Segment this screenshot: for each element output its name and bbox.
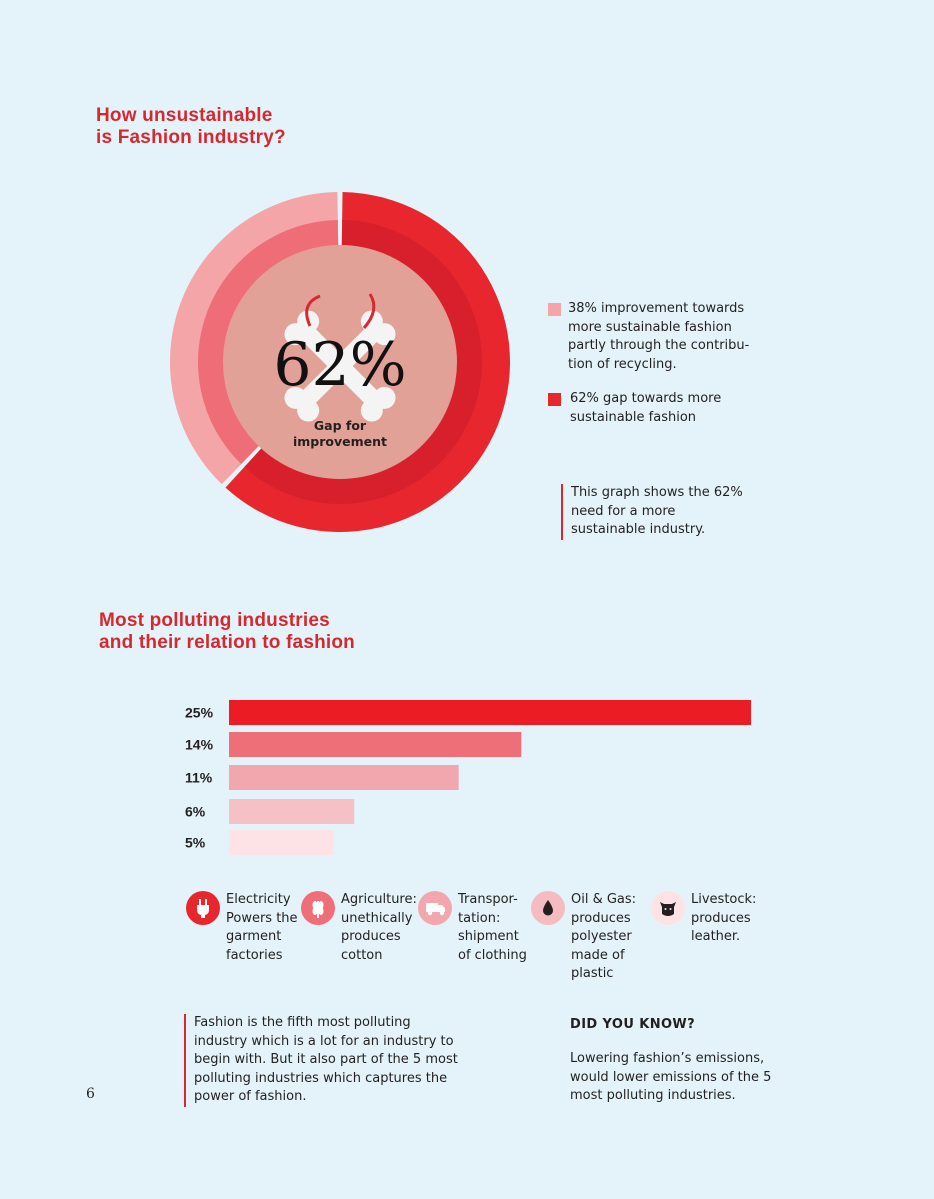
note-line: Fashion is the fifth most polluting xyxy=(194,1015,411,1030)
legend-text: 38% improvement towards xyxy=(568,301,745,316)
donut-inner-slice-0 xyxy=(244,220,482,504)
note-line: need for a more xyxy=(571,503,676,519)
dyk-line: would lower emissions of the 5 xyxy=(570,1069,772,1085)
bar-label-4: 5% xyxy=(185,835,206,851)
oil-drop-icon xyxy=(531,891,565,925)
icon-label: produces xyxy=(571,910,631,926)
legend-swatch xyxy=(548,393,561,406)
note-line: power of fashion. xyxy=(194,1089,307,1104)
donut-center-label: improvement xyxy=(293,434,387,449)
donut-outer-ring xyxy=(170,192,510,533)
bar-1 xyxy=(229,732,522,757)
note-line: This graph shows the 62% xyxy=(571,485,743,500)
legend-text: partly through the contribu- xyxy=(568,338,750,353)
title-line: is Fashion industry? xyxy=(96,127,286,148)
section-title-polluting: Most polluting industries and their rela… xyxy=(99,610,355,654)
bar-label-2: 11% xyxy=(185,770,213,786)
legend-item-improvement: 38% improvement towards more sustainable… xyxy=(548,300,778,378)
bar-chart: 25% 14% 11% 6% 5% xyxy=(185,700,751,855)
icon-label: unethically xyxy=(341,910,413,926)
section-title-sustainability: How unsustainable is Fashion industry? xyxy=(96,105,286,149)
plug-icon xyxy=(186,891,220,925)
title-line: How unsustainable xyxy=(96,105,273,126)
donut-center-label: Gap for xyxy=(314,418,367,433)
legend-swatch xyxy=(548,303,561,316)
icon-label: Oil & Gas: xyxy=(571,892,637,907)
title-line: and their relation to fashion xyxy=(99,632,355,653)
donut-outer-slice-1 xyxy=(170,192,338,485)
icon-label: factories xyxy=(226,947,283,963)
legend-text: tion of recycling. xyxy=(568,356,677,372)
icon-label: made of xyxy=(571,947,625,963)
icon-label: tation: xyxy=(458,910,501,926)
truck-icon xyxy=(418,891,452,925)
icon-label: plastic xyxy=(571,966,614,981)
icon-label: Powers the xyxy=(226,910,298,926)
legend-text: 62% gap towards more xyxy=(570,391,722,406)
did-you-know-heading: DID YOU KNOW? xyxy=(570,1017,696,1032)
page-number: 6 xyxy=(86,1086,95,1102)
icon-label: produces xyxy=(341,929,401,944)
donut-center-value: 62% xyxy=(273,330,406,400)
donut-inner-ring xyxy=(198,220,482,504)
icon-label: garment xyxy=(226,929,282,944)
bar-label-1: 14% xyxy=(185,737,214,753)
bar-0 xyxy=(229,700,751,725)
icon-label: Agriculture: xyxy=(341,892,417,907)
legend-item-gap: 62% gap towards more sustainable fashion xyxy=(548,390,778,430)
donut-chart: 62% Gap for improvement xyxy=(170,192,510,533)
bar-label-0: 25% xyxy=(185,705,214,721)
did-you-know-body: Lowering fashion’s emissions, would lowe… xyxy=(570,1050,771,1106)
legend-text: sustainable fashion xyxy=(570,409,697,425)
donut-legend: 38% improvement towards more sustainable… xyxy=(548,300,778,430)
note-line: begin with. But it also part of the 5 mo… xyxy=(194,1052,458,1067)
icon-label: of clothing xyxy=(458,947,527,963)
title-line: Most polluting industries xyxy=(99,610,330,631)
cow-icon xyxy=(651,891,685,925)
icon-label: Electricity xyxy=(226,892,291,907)
bar-label-3: 6% xyxy=(185,804,206,820)
donut-inner-slice-1 xyxy=(198,220,339,465)
graph-note: This graph shows the 62% need for a more… xyxy=(561,484,743,540)
icon-label: Transpor- xyxy=(458,892,518,907)
icon-label: produces xyxy=(691,910,751,926)
note-line: industry which is a lot for an industry … xyxy=(194,1033,454,1049)
icon-label: leather. xyxy=(691,929,741,944)
fashion-note: Fashion is the fifth most polluting indu… xyxy=(184,1014,458,1107)
note-line: sustainable industry. xyxy=(571,522,706,537)
icon-label: shipment xyxy=(458,929,519,944)
icon-label: polyester xyxy=(571,929,632,944)
dyk-line: Lowering fashion’s emissions, xyxy=(570,1051,765,1066)
icon-label: cotton xyxy=(341,947,383,963)
legend-text: more sustainable fashion xyxy=(568,319,732,335)
crossed-bones-icon xyxy=(284,293,396,422)
note-line: polluting industries which captures the xyxy=(194,1070,448,1086)
icon-label: Livestock: xyxy=(691,892,757,907)
bar-4 xyxy=(229,830,334,855)
dyk-line: most polluting industries. xyxy=(570,1088,736,1103)
bar-3 xyxy=(229,799,355,824)
wheat-icon xyxy=(301,891,335,925)
donut-outer-slice-0 xyxy=(225,192,510,533)
bar-2 xyxy=(229,765,459,790)
